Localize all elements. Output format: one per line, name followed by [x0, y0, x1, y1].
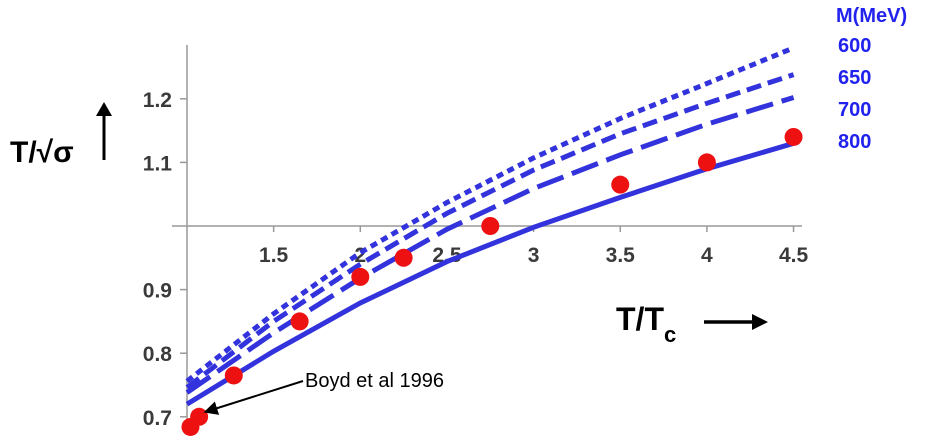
y-axis-up-arrow-icon	[96, 102, 112, 160]
y-tick-label: 0.9	[143, 280, 172, 303]
x-tick-label: 3.5	[606, 244, 636, 267]
y-axis-label: T/√σ	[10, 136, 74, 169]
boyd-data-point	[697, 153, 716, 172]
x-tick-label: 1.5	[259, 244, 289, 267]
x-axis-label: T/Tc	[616, 301, 676, 347]
y-tick-label: 0.7	[143, 407, 172, 430]
boyd-data-point	[784, 127, 803, 146]
series-line-700	[185, 95, 795, 395]
boyd-data-point	[481, 217, 500, 235]
y-ticks: 0.7 0.8 0.9 1.1 1.2	[143, 89, 187, 430]
series-lines	[185, 45, 795, 407]
legend-entry-700: 700	[838, 99, 871, 121]
legend-entry-650: 650	[838, 67, 871, 89]
y-tick-label: 1.1	[143, 152, 173, 175]
legend-entry-600: 600	[838, 35, 871, 57]
boyd-data-point	[290, 312, 309, 331]
boyd-annotation-arrow	[203, 380, 304, 415]
y-tick-label: 1.2	[143, 89, 172, 112]
boyd-data-point	[394, 248, 413, 267]
boyd-data-point	[351, 267, 370, 286]
legend-entry-800: 800	[838, 131, 871, 153]
boyd-data-point	[190, 407, 209, 426]
x-tick-label: 2	[354, 244, 366, 267]
series-line-800	[185, 140, 795, 407]
series-line-600	[185, 45, 795, 384]
y-tick-label: 0.8	[143, 343, 173, 366]
legend: 600 650 700 800	[838, 35, 871, 153]
series-line-650	[185, 72, 795, 390]
x-tick-label: 4	[701, 244, 713, 267]
x-tick-label: 3	[528, 244, 540, 267]
legend-title: M(MeV)	[836, 5, 907, 27]
x-ticks: 1.5 2 2.5 3 3.5 4 4.5	[259, 226, 808, 267]
data-points	[181, 127, 803, 436]
boyd-data-point	[611, 175, 630, 194]
x-tick-label: 4.5	[779, 244, 809, 267]
boyd-annotation: Boyd et al 1996	[305, 370, 444, 392]
x-axis-right-arrow-icon	[704, 314, 768, 330]
boyd-data-point	[224, 366, 243, 385]
